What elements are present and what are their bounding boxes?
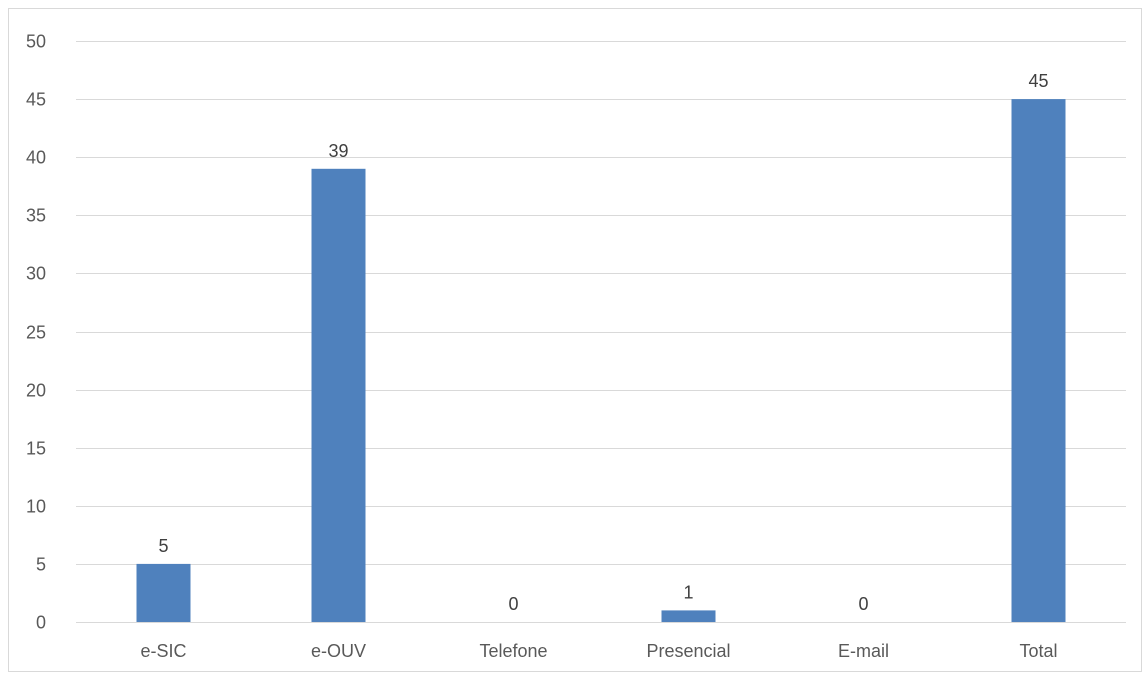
data-label: 0 [508,594,518,614]
x-tick-label: e-OUV [311,641,366,661]
y-tick-label: 40 [26,148,46,168]
bar-presencial [661,610,716,622]
data-label: 39 [328,141,348,161]
grid-layer [76,41,1126,623]
bars [136,99,1066,623]
y-tick-label: 45 [26,90,46,110]
y-tick-label: 15 [26,439,46,459]
bar-e-ouv [311,168,366,623]
data-label: 1 [683,582,693,602]
x-tick-label: Total [1019,641,1057,661]
x-tick-label: Presencial [646,641,730,661]
y-axis-ticks: 0 5 10 15 20 25 30 35 40 45 50 [26,32,46,633]
data-label: 5 [158,536,168,556]
data-label: 45 [1028,71,1048,91]
bar-total [1011,99,1066,623]
x-axis-ticks: e-SIC e-OUV Telefone Presencial E-mail Total [140,641,1057,661]
x-tick-label: e-SIC [140,641,186,661]
y-tick-label: 35 [26,206,46,226]
data-labels: 5 39 0 1 0 45 [158,71,1048,614]
data-label: 0 [858,594,868,614]
y-tick-label: 20 [26,381,46,401]
y-tick-label: 30 [26,264,46,284]
x-tick-label: Telefone [479,641,547,661]
chart-frame [8,8,1142,672]
y-tick-label: 0 [36,613,46,633]
x-tick-label: E-mail [838,641,889,661]
y-tick-label: 5 [36,555,46,575]
y-tick-label: 50 [26,32,46,52]
y-tick-label: 25 [26,323,46,343]
bar-e-sic [136,563,191,622]
y-tick-label: 10 [26,497,46,517]
